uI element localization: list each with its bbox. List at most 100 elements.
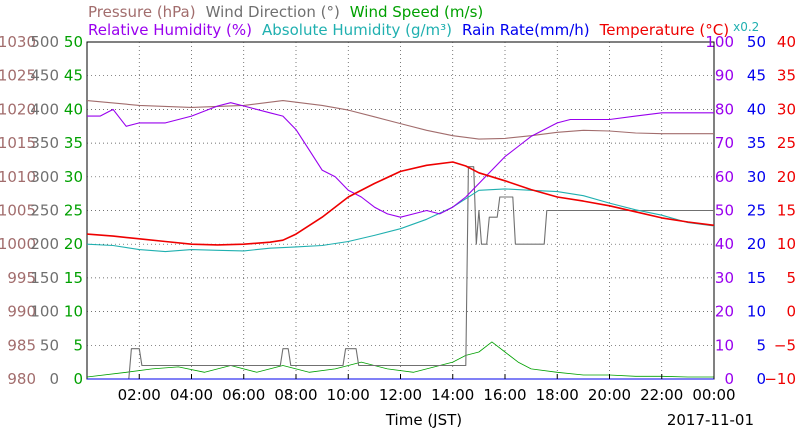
x-tick-label: 14:00 <box>431 386 474 404</box>
pressure-tick-label: 1030 <box>0 33 36 51</box>
legend-wind-speed: Wind Speed (m/s) <box>350 3 483 21</box>
pressure-tick-label: 1015 <box>0 134 36 152</box>
legend-wind-direction: Wind Direction (°) <box>206 3 340 21</box>
x-tick-label: 12:00 <box>379 386 422 404</box>
temperature-tick-label: 25 <box>777 134 796 152</box>
legend-row-1: Pressure (hPa) Wind Direction (°) Wind Spe… <box>88 3 483 21</box>
series-wind-direction <box>87 166 714 380</box>
legend-relative-humidity: Relative Humidity (%) <box>88 21 252 39</box>
relative-humidity-tick-label: 10 <box>715 336 734 354</box>
date-label: 2017-11-01 <box>667 411 754 429</box>
legend-scale-note: x0.2 <box>733 20 759 34</box>
pressure-tick-label: 985 <box>7 336 36 354</box>
wind-direction-tick-label: 250 <box>30 202 59 220</box>
temperature-tick-label: −5 <box>774 336 796 354</box>
wind-speed-tick-label: 15 <box>64 269 83 287</box>
wind-speed-tick-label: 10 <box>64 303 83 321</box>
pressure-tick-label: 1020 <box>0 100 36 118</box>
relative-humidity-tick-label: 50 <box>715 202 734 220</box>
temperature-tick-label: 0 <box>786 303 796 321</box>
x-tick-label: 10:00 <box>327 386 370 404</box>
temperature-tick-label: 10 <box>777 235 796 253</box>
legend-pressure: Pressure (hPa) <box>88 3 196 21</box>
wind-speed-tick-label: 45 <box>64 67 83 85</box>
rain-rate-tick-label: 35 <box>747 134 766 152</box>
wind-direction-tick-label: 200 <box>30 235 59 253</box>
relative-humidity-tick-label: 40 <box>715 235 734 253</box>
wind-speed-tick-label: 25 <box>64 202 83 220</box>
wind-speed-tick-label: 40 <box>64 100 83 118</box>
wind-speed-tick-label: 35 <box>64 134 83 152</box>
pressure-tick-label: 990 <box>7 303 36 321</box>
x-axis: 02:00 04:00 06:00 08:00 10:00 12:00 14:00 16:00… <box>118 374 736 404</box>
wind-direction-tick-label: 400 <box>30 100 59 118</box>
pressure-tick-label: 1000 <box>0 235 36 253</box>
x-tick-label: 18:00 <box>536 386 579 404</box>
series-wind-speed <box>86 341 714 378</box>
temperature-tick-label: 20 <box>777 168 796 186</box>
relative-humidity-tick-label: 90 <box>715 67 734 85</box>
wind-direction-tick-label: 300 <box>30 168 59 186</box>
left-axes: 9809859909951000100510101015102010251030… <box>0 33 83 388</box>
x-tick-label: 04:00 <box>170 386 213 404</box>
relative-humidity-tick-label: 60 <box>715 168 734 186</box>
legend-temperature: Temperature (°C) <box>599 21 729 39</box>
rain-rate-tick-label: 30 <box>747 168 766 186</box>
series-pressure <box>86 100 714 140</box>
pressure-tick-label: 1005 <box>0 202 36 220</box>
legend-rain-rate: Rain Rate(mm/h) <box>462 21 590 39</box>
relative-humidity-tick-label: 20 <box>715 303 734 321</box>
rain-rate-tick-label: 50 <box>747 33 766 51</box>
pressure-tick-label: 995 <box>7 269 36 287</box>
series-temperature <box>86 161 715 246</box>
relative-humidity-tick-label: 80 <box>715 100 734 118</box>
grid <box>87 42 714 379</box>
series-relative-humidity <box>87 102 714 218</box>
series-absolute-humidity <box>86 188 715 253</box>
rain-rate-tick-label: 40 <box>747 100 766 118</box>
rain-rate-tick-label: 25 <box>747 202 766 220</box>
x-tick-label: 08:00 <box>274 386 317 404</box>
temperature-tick-label: 15 <box>777 202 796 220</box>
rain-rate-tick-label: 10 <box>747 303 766 321</box>
wind-direction-tick-label: 50 <box>40 336 59 354</box>
pressure-tick-label: 1010 <box>0 168 36 186</box>
rain-rate-tick-label: 15 <box>747 269 766 287</box>
right-axes: 0102030405060708090100051015202530354045… <box>705 33 796 388</box>
x-tick-label: 02:00 <box>118 386 161 404</box>
wind-direction-tick-label: 100 <box>30 303 59 321</box>
rain-rate-tick-label: 20 <box>747 235 766 253</box>
legend-row-2: Relative Humidity (%) Absolute Humidity (… <box>88 20 759 39</box>
wind-direction-tick-label: 500 <box>30 33 59 51</box>
wind-speed-tick-label: 5 <box>73 336 83 354</box>
relative-humidity-tick-label: 30 <box>715 269 734 287</box>
temperature-tick-label: 35 <box>777 67 796 85</box>
wind-speed-tick-label: 0 <box>73 370 83 388</box>
wind-direction-tick-label: 350 <box>30 134 59 152</box>
legend-absolute-humidity: Absolute Humidity (g/m³) <box>262 21 452 39</box>
relative-humidity-tick-label: 100 <box>705 33 734 51</box>
rain-rate-tick-label: 0 <box>756 370 766 388</box>
wind-direction-tick-label: 450 <box>30 67 59 85</box>
temperature-tick-label: 5 <box>786 269 796 287</box>
x-tick-label: 20:00 <box>588 386 631 404</box>
temperature-tick-label: −10 <box>764 370 796 388</box>
x-tick-label: 06:00 <box>222 386 265 404</box>
pressure-tick-label: 980 <box>7 370 36 388</box>
wind-direction-tick-label: 150 <box>30 269 59 287</box>
relative-humidity-tick-label: 0 <box>724 370 734 388</box>
rain-rate-tick-label: 5 <box>756 336 766 354</box>
rain-rate-tick-label: 45 <box>747 67 766 85</box>
x-tick-label: 00:00 <box>692 386 735 404</box>
wind-speed-tick-label: 30 <box>64 168 83 186</box>
wind-speed-tick-label: 20 <box>64 235 83 253</box>
pressure-tick-label: 1025 <box>0 67 36 85</box>
x-tick-label: 16:00 <box>483 386 526 404</box>
temperature-tick-label: 30 <box>777 100 796 118</box>
relative-humidity-tick-label: 70 <box>715 134 734 152</box>
x-tick-label: 22:00 <box>640 386 683 404</box>
temperature-tick-label: 40 <box>777 33 796 51</box>
wind-direction-tick-label: 0 <box>49 370 59 388</box>
wind-speed-tick-label: 50 <box>64 33 83 51</box>
